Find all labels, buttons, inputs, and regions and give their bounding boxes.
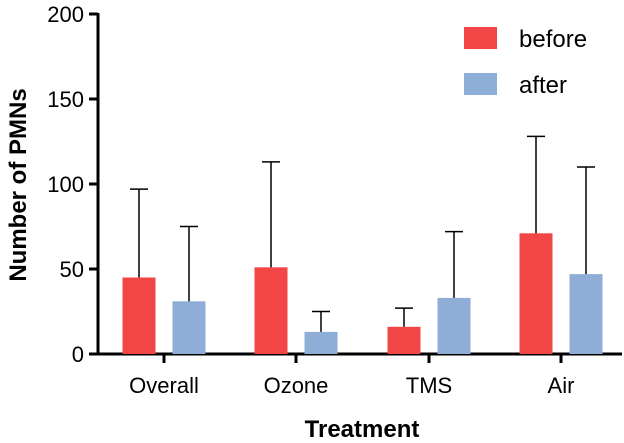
y-tick-label: 50 <box>60 257 84 282</box>
legend-swatch-after <box>464 73 497 95</box>
error-bars <box>130 135 595 332</box>
bar-before-air <box>519 233 553 354</box>
category-label-tms: TMS <box>406 373 452 398</box>
chart-bars <box>122 233 603 354</box>
x-axis-title: Treatment <box>305 416 420 443</box>
y-tick-label: 0 <box>72 342 84 367</box>
bar-after-overall <box>172 301 206 354</box>
legend-swatch-before <box>464 27 497 49</box>
y-axis-ticks: 0 50 100 150 200 <box>47 2 98 367</box>
bar-before-tms <box>387 326 421 354</box>
x-axis-categories: Overall Ozone TMS Air <box>129 354 574 398</box>
bar-after-air <box>569 274 603 354</box>
bar-before-ozone <box>254 267 288 354</box>
y-tick-label: 100 <box>47 172 84 197</box>
y-tick-label: 150 <box>47 87 84 112</box>
y-axis-title: Number of PMNs <box>5 88 32 281</box>
chart-legend: before after <box>464 26 587 99</box>
category-label-ozone: Ozone <box>264 373 329 398</box>
bar-after-tms <box>437 297 471 354</box>
bar-before-overall <box>122 277 156 354</box>
bar-after-ozone <box>304 331 338 354</box>
y-tick-label: 200 <box>47 2 84 27</box>
category-label-air: Air <box>548 373 575 398</box>
category-label-overall: Overall <box>129 373 199 398</box>
legend-label-after: after <box>519 72 567 99</box>
legend-label-before: before <box>519 26 587 53</box>
